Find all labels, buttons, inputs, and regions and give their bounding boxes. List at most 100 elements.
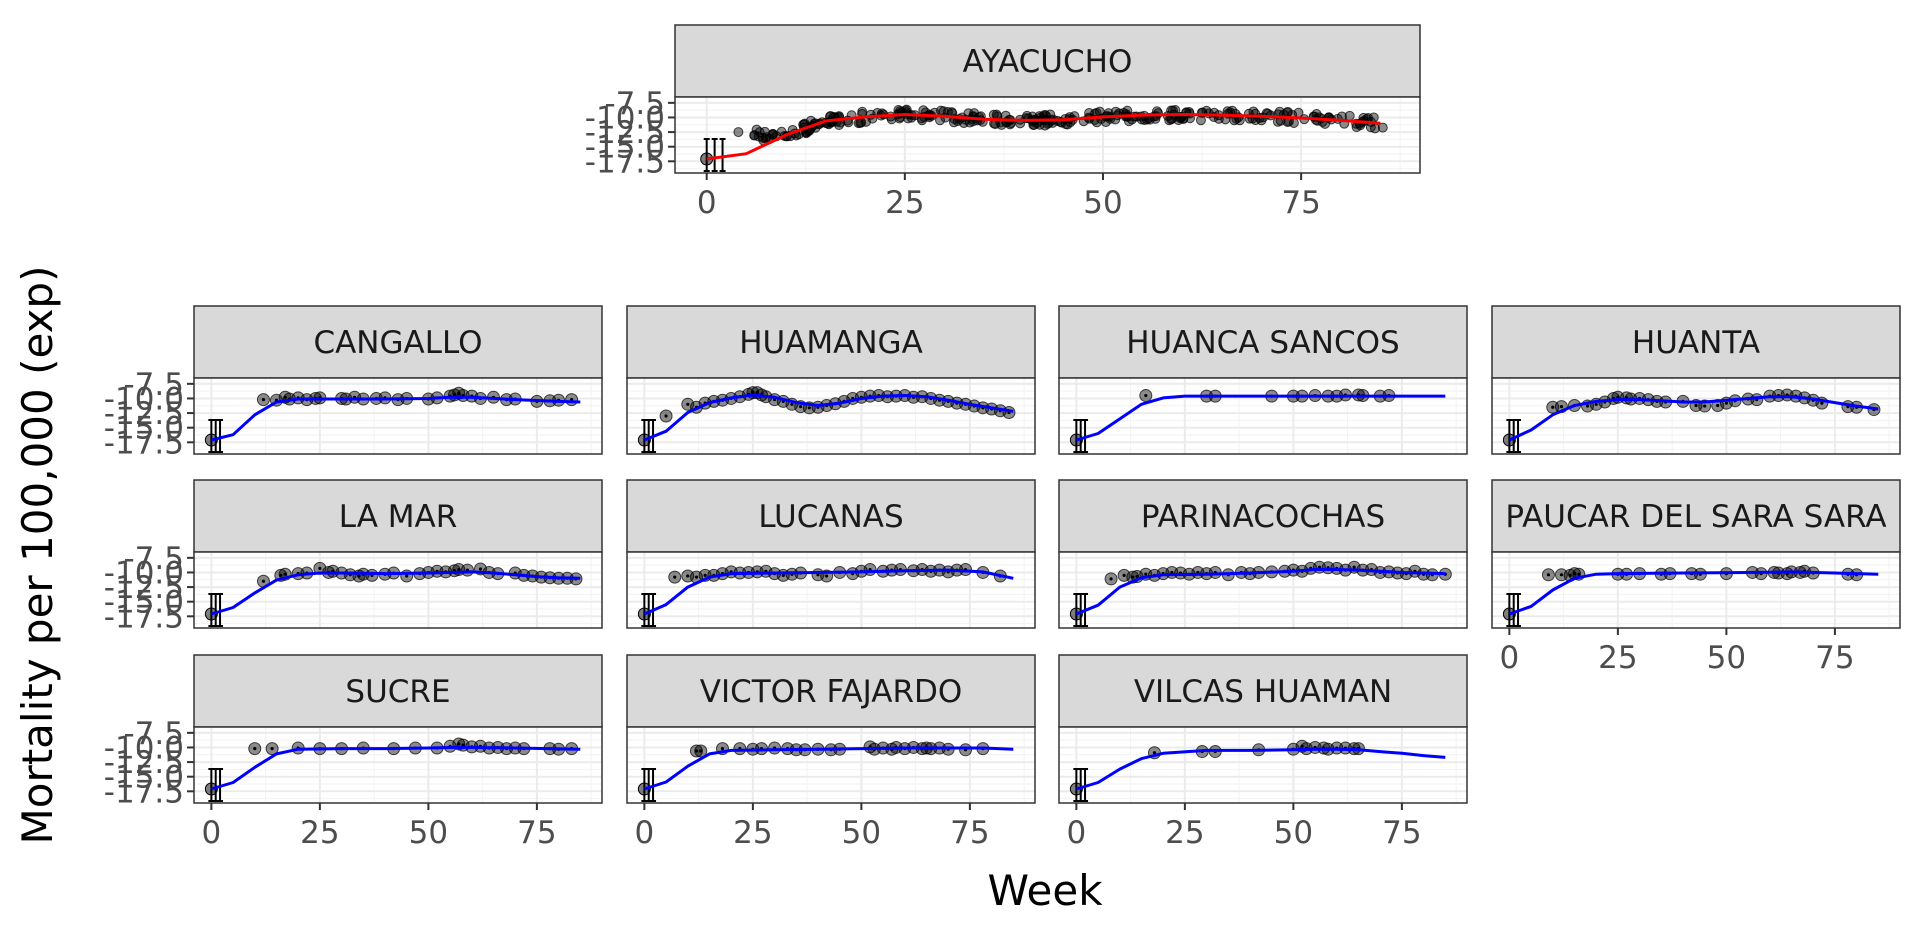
facet-strip-label: VICTOR FAJARDO xyxy=(700,674,963,710)
facet-strip-label: HUANCA SANCOS xyxy=(1126,325,1399,361)
data-point xyxy=(1272,116,1283,127)
panel-border xyxy=(626,551,1036,629)
panel-border xyxy=(626,377,1036,455)
panel-border xyxy=(626,726,1036,804)
fitted-curve xyxy=(1075,568,1446,616)
panel-plot-area xyxy=(627,552,1035,628)
data-point xyxy=(637,782,651,796)
facet-panel-3: HUAMANGA xyxy=(626,305,1036,455)
facet-strip-label: VILCAS HUAMAN xyxy=(1134,674,1392,710)
data-point-center xyxy=(694,575,699,579)
data-point-center xyxy=(270,747,274,751)
panel-plot-area xyxy=(1059,727,1467,803)
fitted-curve xyxy=(210,570,581,616)
panel-border xyxy=(1491,551,1901,629)
data-point-center xyxy=(1616,395,1620,399)
x-axis-title: Week xyxy=(987,866,1103,915)
data-point-center xyxy=(720,747,725,751)
facet-strip-label: PARINACOCHAS xyxy=(1141,499,1385,535)
x-tick-label: 25 xyxy=(885,185,924,221)
fitted-curve xyxy=(643,393,1014,442)
facet-panel-9: PAUCAR DEL SARA SARA 0 25 50 75 xyxy=(1491,479,1901,676)
y-tick-label: -10.0 xyxy=(104,381,184,417)
x-tick-label: 0 xyxy=(201,815,221,851)
data-point-center xyxy=(261,398,266,402)
data-point-center xyxy=(457,567,461,572)
x-tick-label: 75 xyxy=(517,815,556,851)
y-tick-label: -12.5 xyxy=(104,570,184,606)
y-tick-label: -7.5 xyxy=(124,541,185,577)
x-tick-label: 25 xyxy=(1165,815,1204,851)
y-tick-label: -7.5 xyxy=(124,367,185,403)
fitted-curve xyxy=(210,746,581,791)
data-point-center xyxy=(279,573,283,577)
data-point xyxy=(637,607,651,621)
data-point-center xyxy=(1122,573,1126,577)
data-point-center xyxy=(1551,405,1555,409)
data-point xyxy=(204,607,218,621)
facet-strip-label: AYACUCHO xyxy=(963,44,1133,80)
y-tick-label: -7.5 xyxy=(124,716,185,752)
data-point-center xyxy=(1546,573,1551,577)
data-point xyxy=(1368,112,1379,123)
data-point-center xyxy=(807,406,811,410)
data-point xyxy=(893,104,904,115)
y-tick-label: -10.0 xyxy=(104,730,184,766)
facet-strip xyxy=(1491,305,1901,379)
facet-panel-12: VILCAS HUAMAN 0 25 50 75 xyxy=(1058,654,1468,851)
facet-strip xyxy=(674,24,1421,98)
data-point-center xyxy=(283,572,287,576)
data-point-center xyxy=(825,574,829,578)
facet-strip-label: LUCANAS xyxy=(758,499,903,535)
y-tick-label: -15.0 xyxy=(585,130,665,166)
fitted-curve xyxy=(643,568,1014,616)
facet-strip-label: PAUCAR DEL SARA SARA xyxy=(1505,499,1886,535)
x-tick-label: 75 xyxy=(1281,185,1320,221)
x-tick-label: 50 xyxy=(409,815,448,851)
y-tick-label: -17.5 xyxy=(104,599,184,635)
data-point-center xyxy=(673,575,677,579)
data-point-center xyxy=(1352,565,1356,569)
data-point xyxy=(1502,607,1516,621)
y-tick-label: -15.0 xyxy=(104,760,184,796)
x-tick-label: 0 xyxy=(697,185,717,221)
data-point-center xyxy=(1694,403,1698,408)
panel-border xyxy=(193,377,603,455)
facet-panel-11: VICTOR FAJARDO 0 25 50 75 xyxy=(626,654,1036,851)
data-point-center xyxy=(478,567,483,571)
fitted-curve xyxy=(1508,570,1879,616)
y-tick-label: -12.5 xyxy=(585,115,665,151)
data-point xyxy=(1069,607,1083,621)
panel-plot-area xyxy=(1059,378,1467,454)
y-tick-label: -12.5 xyxy=(104,745,184,781)
data-point-center xyxy=(664,414,668,418)
facet-strip xyxy=(193,305,603,379)
facet-strip xyxy=(1058,654,1468,728)
data-point xyxy=(1351,122,1362,133)
x-tick-label: 25 xyxy=(733,815,772,851)
data-point xyxy=(935,105,946,116)
data-point-center xyxy=(1572,572,1577,576)
facet-strip xyxy=(193,479,603,553)
y-tick-label: -10.0 xyxy=(585,100,665,136)
facet-strip xyxy=(626,654,1036,728)
data-point-center xyxy=(790,402,794,406)
fitted-curve xyxy=(706,113,1381,161)
facet-panel-4: HUANCA SANCOS xyxy=(1058,305,1468,455)
x-tick-label: 0 xyxy=(1066,815,1086,851)
data-point-center xyxy=(261,579,266,583)
data-point-center xyxy=(1135,574,1139,579)
data-point-center xyxy=(1144,572,1148,576)
data-point-center xyxy=(1820,401,1824,405)
data-point xyxy=(733,127,744,138)
data-point-center xyxy=(1594,402,1598,406)
fitted-curve xyxy=(211,395,581,442)
y-tick-label: -7.5 xyxy=(605,86,666,122)
y-tick-label: -15.0 xyxy=(104,411,184,447)
data-point-center xyxy=(1577,572,1581,576)
fitted-curve xyxy=(643,746,1014,791)
panel-border xyxy=(1058,377,1468,455)
data-point xyxy=(917,115,928,126)
data-point-center xyxy=(461,743,465,747)
